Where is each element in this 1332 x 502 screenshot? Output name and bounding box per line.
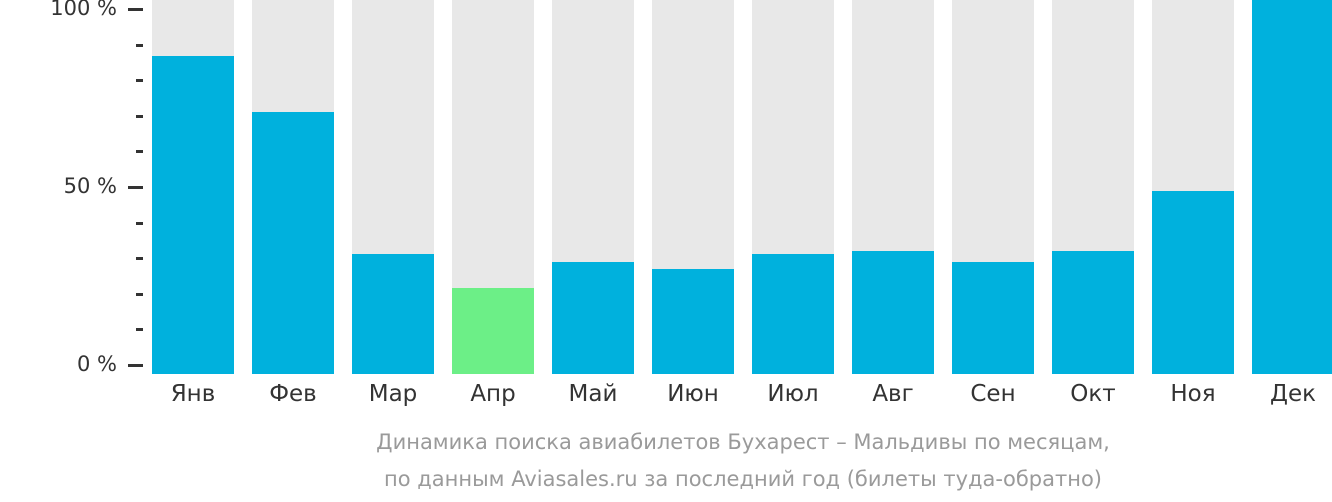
x-tick-label: Май	[568, 381, 618, 407]
caption-line-2: по данным Aviasales.ru за последний год …	[384, 467, 1102, 491]
x-tick-label: Сен	[970, 381, 1016, 407]
y-tick-label: 100 %	[50, 0, 117, 20]
bar-Янв[interactable]	[152, 56, 234, 374]
bar-Авг[interactable]	[852, 251, 934, 374]
bar-Мар[interactable]	[352, 254, 434, 374]
x-tick-label: Окт	[1070, 381, 1116, 407]
minor-tick	[136, 43, 143, 47]
minor-tick	[136, 328, 143, 332]
x-tick-label: Янв	[170, 381, 216, 407]
x-tick-label: Авг	[872, 381, 914, 407]
bar-Дек[interactable]	[1252, 0, 1332, 374]
y-tick-label: 50 %	[63, 174, 117, 198]
x-tick-label: Мар	[368, 381, 418, 407]
bar-Июл[interactable]	[752, 254, 834, 374]
bar-Ноя[interactable]	[1152, 191, 1234, 374]
caption-line-1: Динамика поиска авиабилетов Бухарест – М…	[376, 430, 1110, 454]
bar-Окт[interactable]	[1052, 251, 1134, 374]
major-tick	[128, 186, 143, 189]
minor-tick	[136, 114, 143, 118]
minor-tick	[136, 79, 143, 83]
bar-Сен[interactable]	[952, 262, 1034, 374]
x-tick-label: Июн	[667, 381, 719, 407]
major-tick	[128, 364, 143, 367]
x-tick-label: Июл	[767, 381, 819, 407]
minor-tick	[136, 292, 143, 296]
bar-Июн[interactable]	[652, 269, 734, 374]
bar-Май[interactable]	[552, 262, 634, 374]
bar-Фев[interactable]	[252, 112, 334, 374]
y-tick-label: 0 %	[77, 352, 117, 376]
minor-tick	[136, 221, 143, 225]
x-tick-label: Фев	[269, 381, 317, 407]
bar-Апр[interactable]	[452, 288, 534, 374]
minor-tick	[136, 150, 143, 154]
x-tick-label: Ноя	[1170, 381, 1216, 407]
x-tick-label: Дек	[1269, 381, 1316, 407]
x-tick-label: Апр	[470, 381, 516, 407]
major-tick	[128, 8, 143, 11]
minor-tick	[136, 257, 143, 261]
